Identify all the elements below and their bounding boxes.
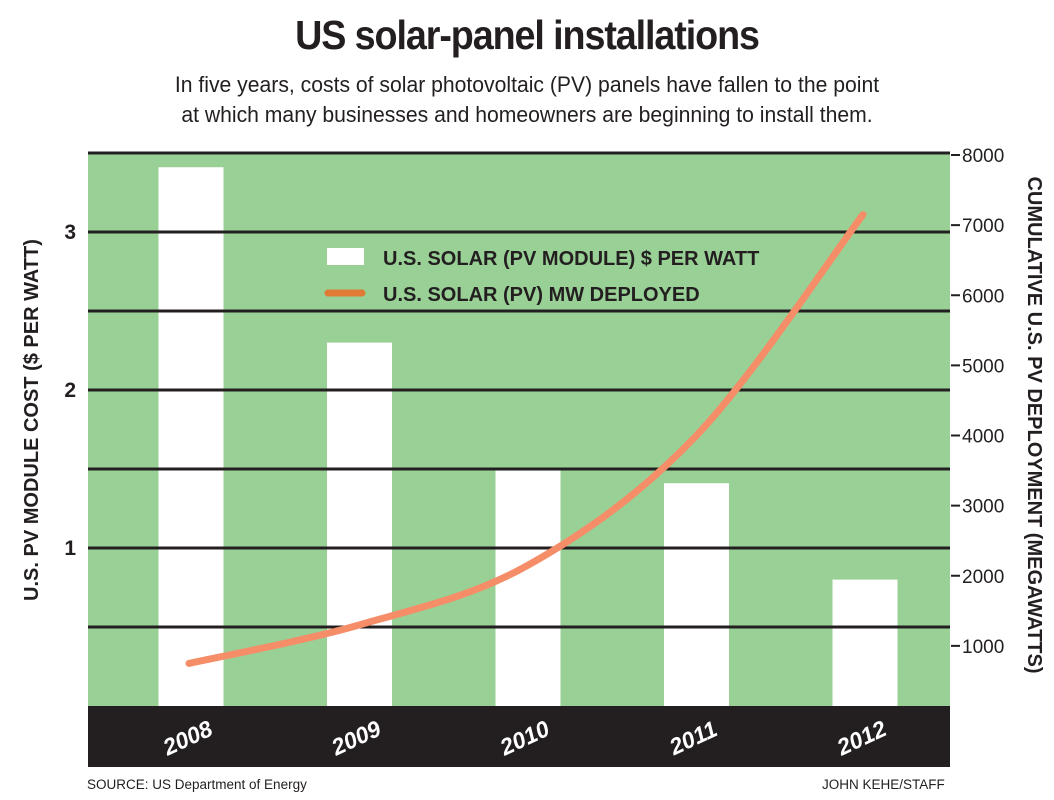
left-tick-label: 3 (64, 221, 76, 244)
right-tick-label: 8000 (962, 146, 1004, 167)
legend-line-label: U.S. SOLAR (PV) MW DEPLOYED (383, 284, 700, 306)
chart-title: US solar-panel installations (295, 12, 760, 58)
source-note: SOURCE: US Department of Energy (87, 777, 307, 792)
subtitle-line-1: In five years, costs of solar photovolta… (174, 72, 880, 97)
gridlines-group (88, 151, 950, 629)
credit-note: JOHN KEHE/STAFF (822, 777, 945, 792)
bar-2010 (495, 470, 561, 706)
bar-2012 (832, 579, 898, 706)
line-points-group (188, 214, 864, 664)
right-axis-label: CUMULATIVE U.S. PV DEPLOYMENT (MEGAWATTS… (1023, 176, 1045, 673)
legend: U.S. SOLAR (PV MODULE) $ PER WATT U.S. S… (324, 248, 759, 306)
legend-bar-label: U.S. SOLAR (PV MODULE) $ PER WATT (383, 248, 759, 270)
right-tick-label: 1000 (962, 637, 1004, 658)
left-tick-label: 1 (64, 537, 76, 560)
right-tick-label: 7000 (962, 216, 1004, 237)
bar-2008 (158, 167, 224, 707)
right-tick-label: 5000 (962, 356, 1004, 377)
x-axis-band (88, 706, 950, 767)
bars-group (158, 167, 898, 707)
right-tick-label: 2000 (962, 567, 1004, 588)
chart-subtitle: In five years, costs of solar photovolta… (32, 70, 1023, 130)
left-axis-label: U.S. PV MODULE COST ($ PER WATT) (21, 239, 43, 601)
right-tick-label: 6000 (962, 286, 1004, 307)
right-tick-label: 4000 (962, 427, 1004, 448)
bar-2011 (664, 483, 729, 706)
left-tick-label: 2 (64, 379, 76, 402)
legend-bar-swatch (327, 248, 364, 265)
bar-2009 (327, 342, 392, 706)
right-axis-ticks: 1000 2000 3000 4000 5000 6000 7000 8000 (951, 146, 1004, 658)
left-axis-ticks: 1 2 3 (64, 221, 76, 560)
deployment-line (185, 211, 867, 667)
right-tick-label: 3000 (962, 497, 1004, 518)
subtitle-line-2: at which many businesses and homeowners … (181, 102, 873, 127)
